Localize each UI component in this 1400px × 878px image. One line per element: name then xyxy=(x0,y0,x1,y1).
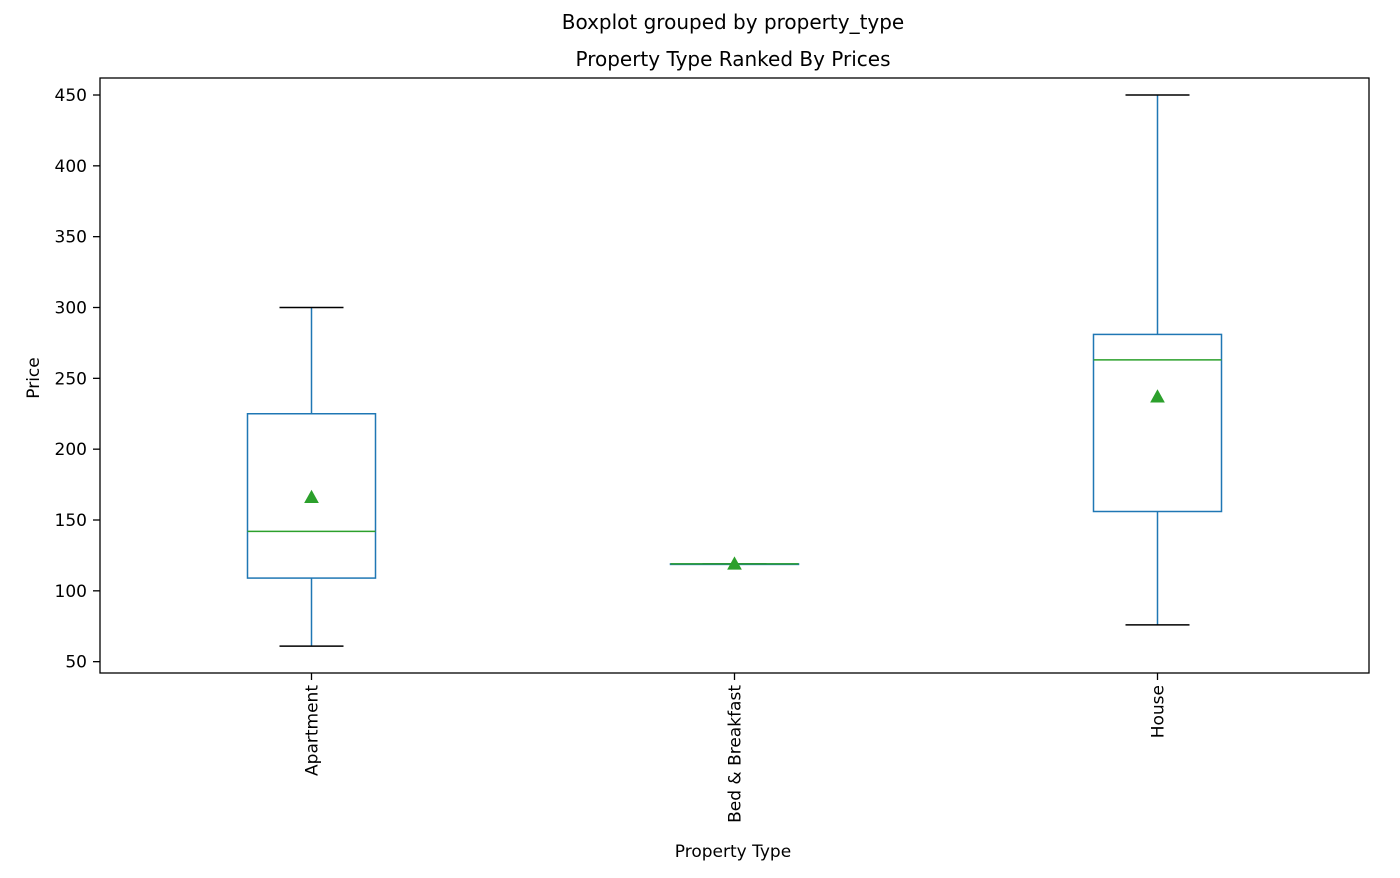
y-tick-label: 100 xyxy=(55,582,87,602)
mean-marker xyxy=(727,556,742,570)
y-tick-label: 350 xyxy=(55,228,87,248)
box-group xyxy=(669,556,800,570)
y-axis-label: Price xyxy=(24,357,44,398)
axes-frame xyxy=(99,77,1370,674)
mean-marker xyxy=(1150,389,1165,403)
iqr-box xyxy=(1092,333,1223,513)
box-group xyxy=(1092,94,1223,626)
y-axis: 50 100 150 200 250 300 350 400 450 xyxy=(55,86,100,673)
y-tick-label: 200 xyxy=(55,440,87,460)
y-tick-label: 450 xyxy=(55,86,87,106)
y-tick-label: 50 xyxy=(65,653,87,673)
chart-title: Property Type Ranked By Prices xyxy=(575,47,890,71)
iqr-box xyxy=(246,413,377,579)
x-axis-label: Property Type xyxy=(675,842,791,862)
y-tick-label: 300 xyxy=(55,299,87,319)
plot-area xyxy=(246,94,1223,647)
mean-marker xyxy=(304,489,319,504)
chart-suptitle: Boxplot grouped by property_type xyxy=(562,10,905,34)
y-tick-label: 400 xyxy=(55,157,87,177)
box-group xyxy=(246,306,377,647)
y-tick-label: 150 xyxy=(55,511,87,531)
x-tick-label: Bed & Breakfast xyxy=(726,685,746,823)
x-tick-label: Apartment xyxy=(303,685,323,776)
y-tick-label: 250 xyxy=(55,369,87,389)
x-axis: Apartment Bed & Breakfast House xyxy=(303,673,1169,823)
x-tick-label: House xyxy=(1149,685,1169,738)
